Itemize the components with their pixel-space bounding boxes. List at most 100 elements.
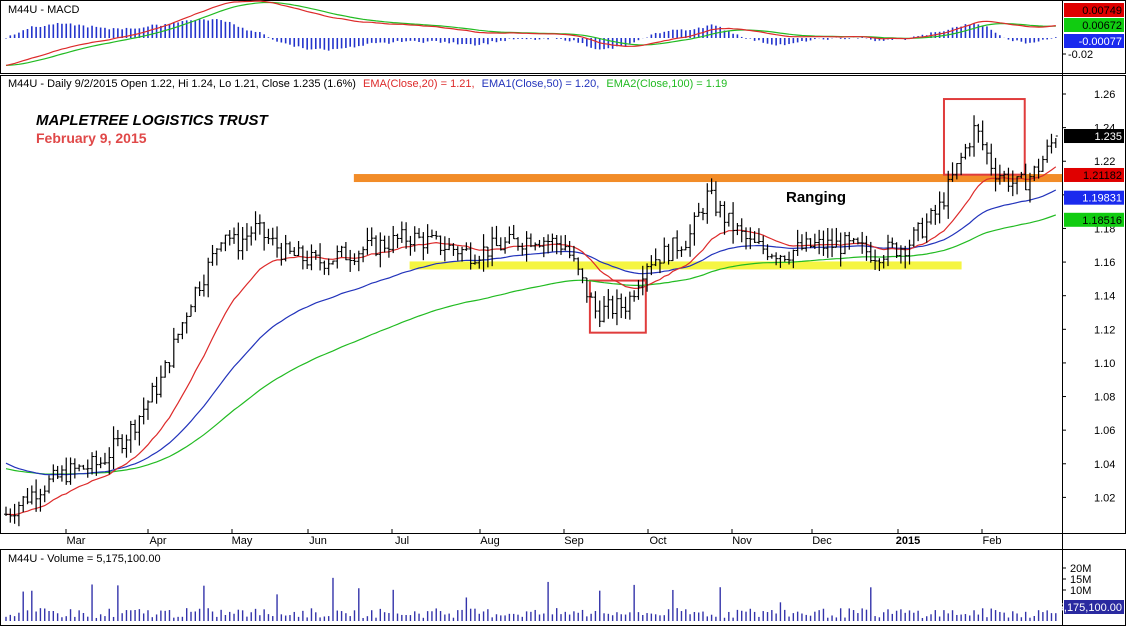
price-bar <box>584 277 589 303</box>
price-bar <box>55 465 60 479</box>
price-header-ohlc: M44U - Daily 9/2/2015 Open 1.22, Hi 1.24… <box>8 78 356 90</box>
price-bar <box>593 291 598 319</box>
price-bar <box>412 226 417 252</box>
price-bar <box>42 485 47 503</box>
price-bar <box>490 226 495 267</box>
price-bar <box>515 237 520 251</box>
price-bar <box>262 221 267 251</box>
price-bar <box>657 259 662 274</box>
highlight-box-2 <box>942 98 1026 176</box>
price-bar <box>834 227 839 248</box>
price-bar <box>330 260 335 265</box>
x-tick-label: Sep <box>564 535 584 547</box>
price-plot: 1.261.241.221.201.181.161.141.121.101.08… <box>4 89 1115 547</box>
price-bar <box>838 232 843 267</box>
price-bar <box>898 245 903 264</box>
price-tag-ema50-bg <box>1064 190 1124 205</box>
price-bar <box>756 228 761 244</box>
price-bar <box>576 257 581 276</box>
price-bar <box>481 234 486 272</box>
price-bar <box>279 242 284 266</box>
price-bar <box>597 300 602 328</box>
x-tick-label: Nov <box>732 535 752 547</box>
price-bar <box>309 244 314 271</box>
price-bar <box>933 204 938 225</box>
price-bar <box>1010 170 1015 197</box>
price-bar <box>993 157 998 192</box>
ema100-line <box>5 214 1057 475</box>
chart-subtitle: February 9, 2015 <box>36 130 147 146</box>
price-bar <box>77 464 82 472</box>
price-bar <box>920 217 925 239</box>
price-bar <box>627 291 632 320</box>
price-bar <box>335 245 340 269</box>
price-bar <box>688 224 693 257</box>
price-bar <box>589 292 594 298</box>
price-bar <box>485 246 490 268</box>
price-bar <box>429 229 434 238</box>
price-bar <box>16 501 21 527</box>
price-tag-ema20: 1.21182 <box>1083 170 1122 182</box>
price-bar <box>386 235 391 258</box>
price-bar <box>137 415 142 446</box>
price-bar <box>860 231 865 254</box>
price-bar <box>201 274 206 297</box>
price-bar <box>528 233 533 248</box>
price-bar <box>972 115 977 157</box>
price-bar <box>227 230 232 246</box>
price-bar <box>666 243 671 265</box>
price-bar <box>1019 171 1024 179</box>
price-bar <box>679 246 684 257</box>
price-bar <box>189 304 194 317</box>
price-bar <box>954 163 959 180</box>
price-bar <box>907 239 912 265</box>
x-tick-label: May <box>232 535 253 547</box>
price-bar <box>649 255 654 276</box>
price-bar <box>731 202 736 244</box>
price-bar <box>34 479 39 512</box>
price-bar <box>124 434 129 458</box>
price-bar <box>232 227 237 244</box>
price-bar <box>537 239 542 248</box>
y-tick-label: 1.12 <box>1094 324 1115 336</box>
price-header-ema50: EMA1(Close,50) = 1.20, <box>482 78 600 90</box>
price-bar <box>1006 167 1011 192</box>
price-bar <box>240 226 245 260</box>
price-bar <box>520 242 525 256</box>
price-bar <box>167 362 172 374</box>
price-bar <box>455 246 460 261</box>
price-bar <box>808 238 813 249</box>
price-bar <box>64 457 69 485</box>
price-bar <box>47 475 52 494</box>
price-bar <box>417 228 422 239</box>
price-bar <box>847 231 852 250</box>
price-bar <box>722 201 727 235</box>
volume-tick-label: 20M <box>1070 563 1091 575</box>
price-bar <box>158 365 163 398</box>
price-bar <box>425 224 430 254</box>
price-bar <box>438 235 443 256</box>
price-bar <box>404 222 409 249</box>
y-tick-label: 1.14 <box>1094 291 1115 303</box>
y-tick-label: 1.10 <box>1094 358 1115 370</box>
price-bar <box>842 232 847 255</box>
price-bar <box>623 296 628 319</box>
price-bar <box>881 254 886 269</box>
price-bar <box>421 232 426 261</box>
price-bar <box>799 234 804 251</box>
volume-tag-bg <box>1064 600 1124 614</box>
price-bar <box>709 178 714 195</box>
macd-plot: -0.02 <box>5 0 1093 66</box>
price-bar <box>937 191 942 224</box>
price-bar <box>718 200 723 218</box>
price-tag-close-bg <box>1064 129 1124 144</box>
price-bar <box>68 457 73 485</box>
price-bar <box>619 293 624 319</box>
price-bar <box>640 265 645 296</box>
price-bar <box>748 227 753 250</box>
price-bar <box>791 249 796 269</box>
resistance-band <box>353 174 1062 183</box>
price-bar <box>163 360 168 378</box>
price-bar <box>460 246 465 262</box>
